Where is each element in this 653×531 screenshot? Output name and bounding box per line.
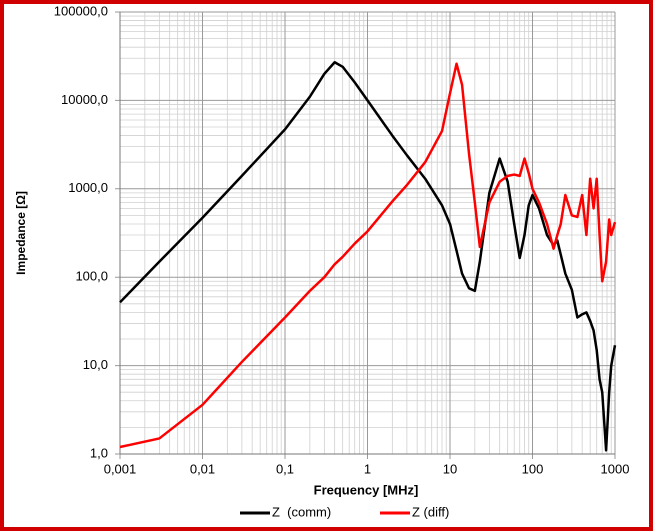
y-tick-label: 1000,0	[68, 180, 108, 195]
x-tick-label: 1000	[601, 461, 630, 476]
legend-label: Z (comm)	[272, 504, 331, 519]
series-line	[119, 62, 617, 449]
x-axis-label: Frequency [MHz]	[314, 482, 419, 497]
y-tick-label: 100000,0	[54, 3, 108, 18]
x-tick-label: 10	[443, 461, 457, 476]
x-tick-label: 100	[522, 461, 544, 476]
y-axis-label: Impedance [Ω]	[14, 191, 28, 275]
x-tick-label: 0,1	[276, 461, 294, 476]
y-tick-label: 100,0	[75, 269, 108, 284]
y-tick-label: 1,0	[90, 445, 108, 460]
x-tick-label: 0,001	[104, 461, 137, 476]
y-tick-label: 10,0	[83, 357, 108, 372]
legend-label: Z (diff)	[412, 504, 449, 519]
y-tick-label: 10000,0	[61, 92, 108, 107]
x-tick-label: 1	[364, 461, 371, 476]
series-line	[119, 61, 617, 452]
x-tick-label: 0,01	[190, 461, 215, 476]
